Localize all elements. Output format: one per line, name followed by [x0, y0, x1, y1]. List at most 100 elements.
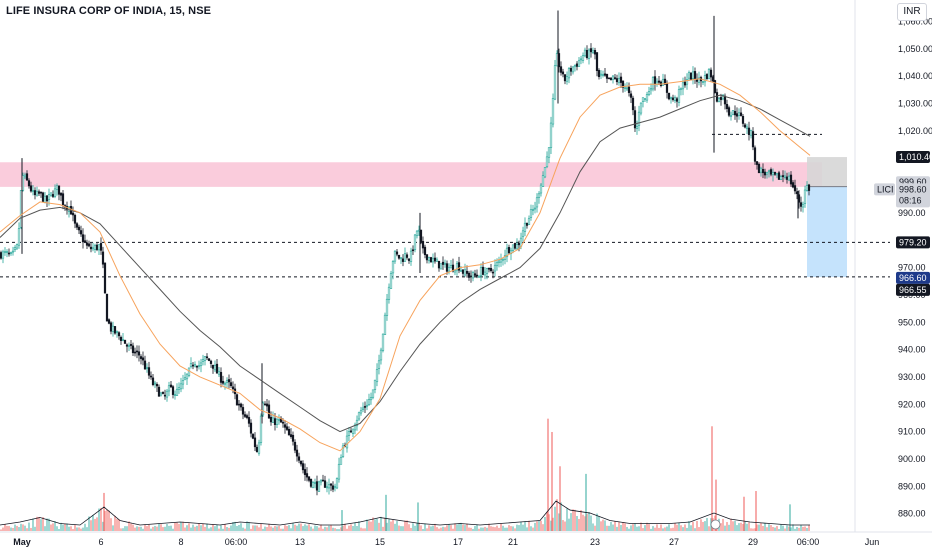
candle-up	[521, 230, 525, 238]
volume-bar	[654, 527, 656, 531]
volume-bar	[316, 526, 318, 531]
volume-bar	[802, 526, 804, 531]
candle-down	[29, 185, 33, 192]
volume-bar	[620, 525, 622, 531]
volume-bar	[366, 519, 368, 531]
volume-bar	[194, 526, 196, 531]
volume-bar	[144, 524, 146, 531]
volume-bar	[370, 521, 372, 531]
candle-up	[275, 418, 279, 425]
candle-up	[651, 77, 655, 90]
candle-down	[517, 243, 521, 246]
candle-up	[661, 79, 665, 86]
candle-down	[241, 407, 245, 415]
volume-bar	[252, 525, 254, 531]
candle-up	[359, 410, 363, 414]
volume-bar	[164, 526, 166, 531]
price-tick-label: 1,040.00	[898, 71, 932, 81]
volume-bar	[528, 520, 530, 531]
candle-down	[743, 124, 747, 128]
candle-down	[229, 382, 233, 387]
volume-bar	[300, 523, 302, 531]
time-tick-label: 17	[453, 537, 463, 547]
volume-bar	[210, 527, 212, 531]
volume-bar	[656, 524, 658, 531]
volume-bar	[686, 527, 688, 531]
volume-bar	[256, 525, 258, 531]
volume-spike	[585, 473, 587, 531]
time-tick-label: 13	[295, 537, 305, 547]
time-tick-label: 21	[508, 537, 518, 547]
volume-bar	[506, 527, 508, 531]
volume-bar	[646, 522, 648, 531]
volume-bar	[470, 527, 472, 531]
price-tag-966-55: 966.55	[899, 285, 927, 295]
candle-up	[159, 392, 163, 396]
candle-down	[27, 180, 31, 187]
candle-up	[97, 244, 101, 251]
volume-bar	[504, 527, 506, 531]
volume-bar	[236, 526, 238, 531]
price-tag-979-bg	[896, 236, 930, 249]
candle-up	[1, 251, 5, 259]
volume-bar	[590, 515, 592, 531]
volume-spike	[755, 491, 757, 531]
candle-down	[473, 273, 477, 276]
volume-bar	[640, 522, 642, 531]
volume-bar	[680, 525, 682, 531]
candle-up	[479, 267, 483, 276]
volume-bar	[704, 521, 706, 531]
volume-bar	[152, 526, 154, 531]
volume-bar	[46, 518, 48, 531]
last-price-tag-bg	[896, 183, 930, 208]
candle-up	[11, 250, 15, 253]
price-tick-label: 910.00	[898, 427, 926, 437]
candle-up	[409, 250, 413, 263]
volume-bar	[626, 526, 628, 531]
candle-up	[197, 365, 201, 367]
volume-bar	[606, 525, 608, 531]
volume-bar	[166, 524, 168, 531]
volume-bar	[782, 525, 784, 531]
candle-down	[457, 262, 461, 271]
volume-bar	[734, 520, 736, 531]
candle-up	[377, 360, 381, 369]
volume-bar	[518, 525, 520, 531]
volume-bar	[96, 517, 98, 531]
candle-up	[553, 65, 557, 100]
volume-bar	[116, 518, 118, 531]
time-axis[interactable]: May 6 8 06:00 13 15 17 21 23 27 29 06:00 Jun	[13, 519, 879, 547]
volume-bar	[550, 520, 552, 531]
currency-button[interactable]: INR	[897, 3, 927, 21]
volume-bar	[490, 526, 492, 531]
candle-up	[571, 66, 575, 73]
volume-bar	[334, 528, 336, 531]
volume-bar	[90, 520, 92, 531]
symbol-tag-bg	[874, 183, 895, 196]
volume-bar	[78, 527, 80, 531]
volume-bar	[468, 527, 470, 531]
volume-spike	[789, 504, 791, 531]
volume-bar	[382, 526, 384, 531]
candle-down	[665, 83, 669, 93]
volume-bar	[758, 524, 760, 531]
candle-up	[645, 94, 649, 101]
candle-up	[707, 68, 711, 80]
volume-bar	[302, 526, 304, 531]
candle-up	[385, 298, 389, 316]
candle-down	[559, 66, 563, 73]
candle-up	[737, 112, 741, 116]
candle-up	[259, 415, 263, 443]
volume-bar	[776, 526, 778, 531]
volume-bar	[702, 521, 704, 531]
volume-bar	[582, 514, 584, 531]
volume-bar	[114, 515, 116, 531]
candle-up	[167, 385, 171, 392]
volume-bar	[218, 528, 220, 531]
candle-up	[373, 379, 377, 390]
volume-bar	[394, 523, 396, 531]
candle-down	[105, 293, 109, 322]
volume-bar	[450, 525, 452, 531]
volume-bar	[666, 526, 668, 531]
